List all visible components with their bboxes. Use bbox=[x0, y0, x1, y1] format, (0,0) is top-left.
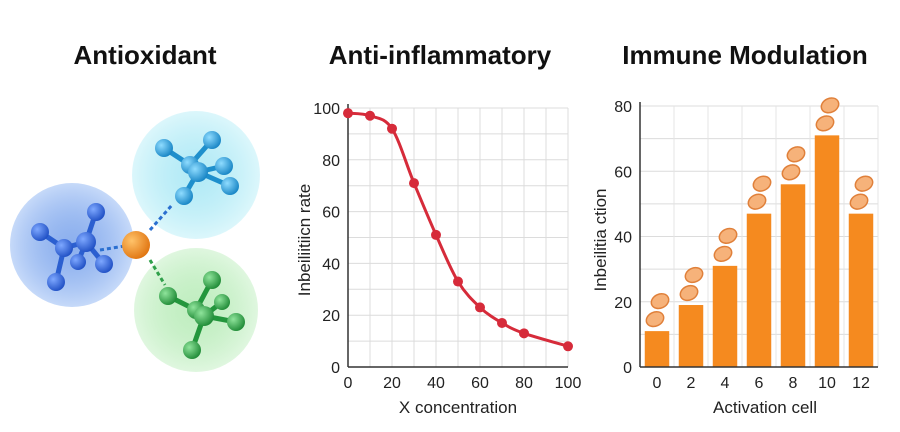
connector-green bbox=[148, 259, 167, 286]
x-axis-label: X concentration bbox=[399, 398, 517, 417]
immune-cell-icon bbox=[781, 164, 801, 181]
x-tick-label: 6 bbox=[755, 375, 764, 392]
y-tick-label: 40 bbox=[322, 256, 340, 273]
antioxidant-panel: Antioxidant bbox=[0, 0, 290, 427]
immune-cell-icon bbox=[650, 292, 670, 310]
bar bbox=[644, 331, 670, 367]
blue-molecule-atoms bbox=[31, 203, 113, 291]
y-tick-label: 0 bbox=[331, 360, 340, 377]
data-point bbox=[365, 110, 375, 121]
x-tick-label: 80 bbox=[515, 375, 533, 392]
bar bbox=[746, 213, 772, 367]
x-tick-label: 60 bbox=[471, 375, 489, 392]
immune-cell-icon bbox=[713, 245, 733, 263]
x-tick-label: 12 bbox=[852, 375, 870, 392]
data-point bbox=[387, 123, 397, 134]
connector-cyan bbox=[148, 204, 174, 231]
anti-inflammatory-title: Anti-inflammatory bbox=[328, 40, 552, 70]
bar bbox=[848, 213, 874, 367]
antioxidant-molecule-illustration bbox=[10, 111, 260, 372]
x-tick-label: 20 bbox=[383, 375, 401, 392]
immune-cell-icon bbox=[718, 227, 738, 245]
x-axis-label: Activation cell bbox=[713, 398, 817, 417]
immune-cell-icon bbox=[786, 146, 806, 163]
immune-cell-icon bbox=[815, 115, 835, 132]
anti-inflammatory-panel: Anti-inflammatory 0 20 40 60 80 100 0 20 40 60 80 1… bbox=[290, 0, 590, 427]
x-tick-label: 4 bbox=[721, 375, 730, 392]
y-tick-label: 100 bbox=[313, 101, 340, 118]
data-point bbox=[475, 302, 485, 313]
data-point bbox=[409, 178, 419, 189]
green-molecule-atoms bbox=[159, 271, 245, 359]
x-tick-label: 8 bbox=[789, 375, 798, 392]
connector-blue bbox=[99, 244, 126, 252]
y-tick-label: 80 bbox=[614, 99, 632, 116]
bar bbox=[780, 184, 806, 367]
data-point bbox=[497, 317, 507, 328]
y-tick-label: 60 bbox=[614, 164, 632, 181]
y-tick-label: 60 bbox=[322, 205, 340, 222]
data-point bbox=[453, 276, 463, 287]
immune-modulation-title: Immune Modulation bbox=[622, 40, 868, 70]
bar bbox=[814, 135, 840, 367]
immune-modulation-panel: Immune Modulation 0 2 4 6 8 10 12 0 20 40 60 80 Act… bbox=[590, 0, 900, 427]
bar bbox=[678, 305, 704, 367]
central-antioxidant-atom bbox=[122, 231, 150, 259]
antioxidant-title: Antioxidant bbox=[73, 40, 217, 70]
data-point bbox=[563, 341, 573, 352]
immune-cell-icon bbox=[752, 175, 772, 192]
x-tick-label: 100 bbox=[555, 375, 582, 392]
x-tick-label: 0 bbox=[344, 375, 353, 392]
bar bbox=[712, 265, 738, 367]
data-point bbox=[519, 328, 529, 339]
x-tick-label: 2 bbox=[687, 375, 696, 392]
immune-cell-icon bbox=[747, 193, 767, 210]
immune-cell-icon bbox=[679, 284, 699, 302]
x-tick-label: 0 bbox=[653, 375, 662, 392]
data-point bbox=[431, 229, 441, 240]
cyan-molecule-atoms bbox=[155, 131, 239, 205]
immune-cell-icon bbox=[820, 97, 840, 114]
immune-cell-icon bbox=[645, 310, 665, 328]
y-tick-label: 20 bbox=[322, 308, 340, 325]
y-tick-label: 40 bbox=[614, 230, 632, 247]
x-tick-label: 40 bbox=[427, 375, 445, 392]
immune-cell-icon bbox=[684, 266, 704, 284]
x-tick-label: 10 bbox=[818, 375, 836, 392]
immune-cell-icon bbox=[849, 193, 869, 210]
y-tick-label: 80 bbox=[322, 153, 340, 170]
y-axis-label: Inbeilitia ction bbox=[591, 188, 610, 291]
anti-inflammatory-line-chart: 0 20 40 60 80 100 0 20 40 60 80 100 X concentration… bbox=[295, 101, 582, 417]
y-tick-label: 0 bbox=[623, 360, 632, 377]
immune-modulation-bar-chart: 0 2 4 6 8 10 12 0 20 40 60 80 Activation cell Inbei… bbox=[591, 97, 879, 417]
data-point bbox=[343, 108, 353, 119]
y-axis-label: Inbeiliitiicn rate bbox=[295, 184, 314, 296]
y-tick-label: 20 bbox=[614, 295, 632, 312]
immune-cell-icon bbox=[854, 175, 874, 192]
series-line bbox=[347, 111, 569, 348]
